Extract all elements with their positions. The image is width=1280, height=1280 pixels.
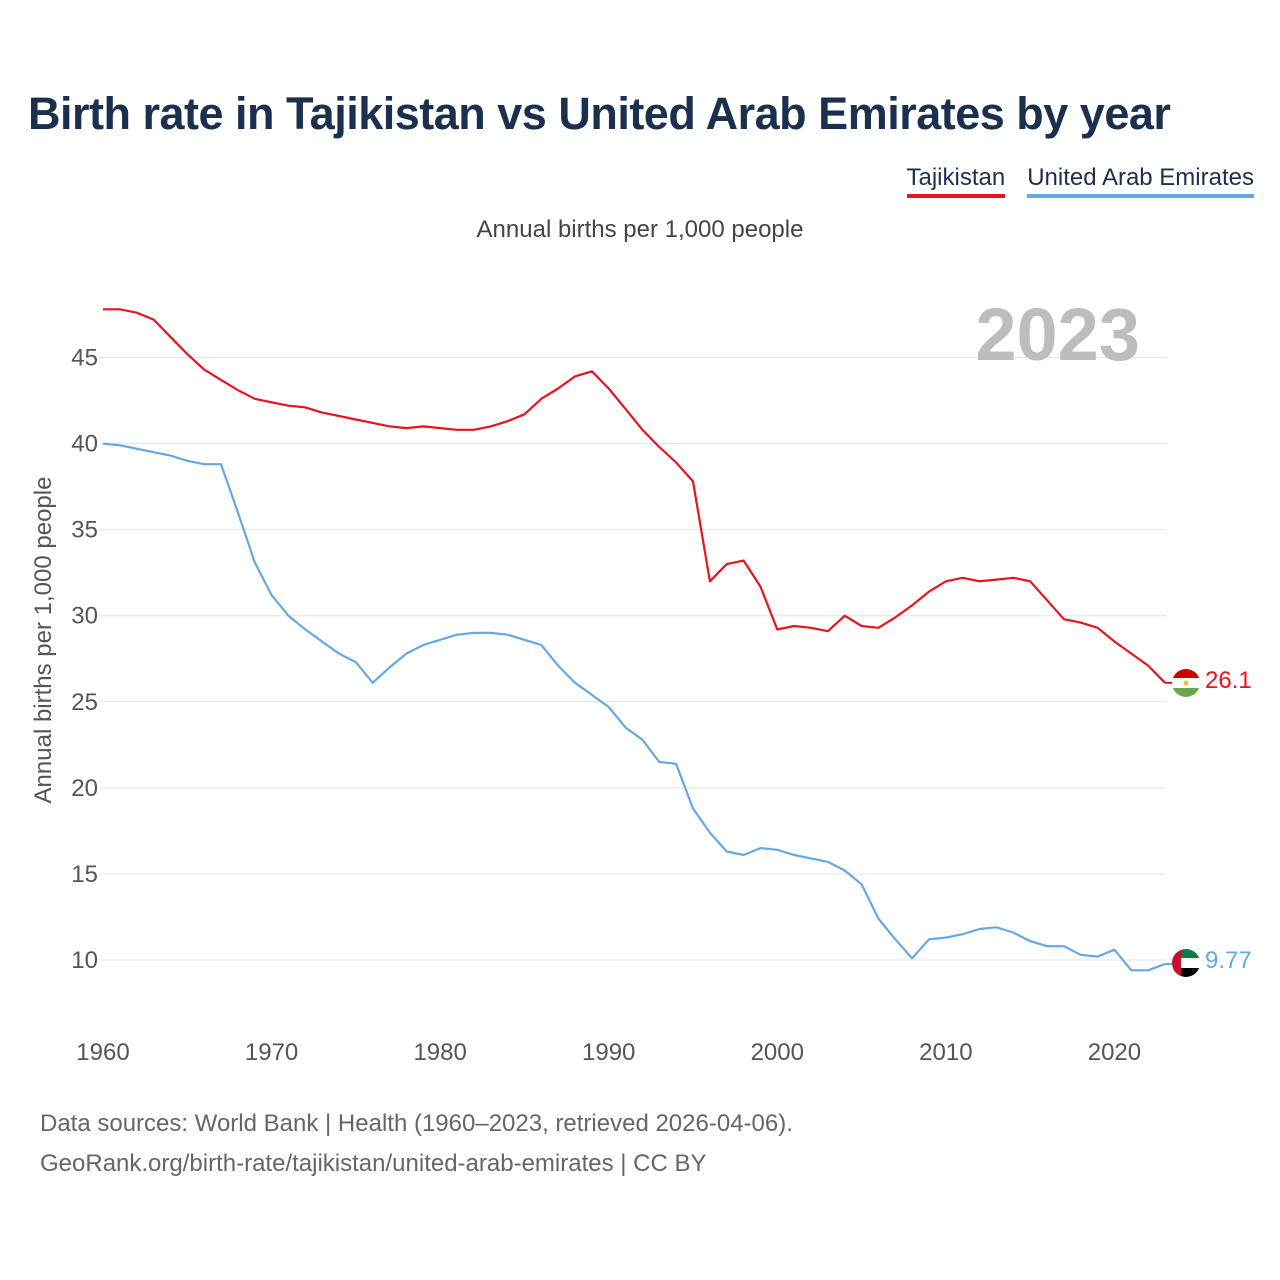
x-tick-label: 1960 [76, 1039, 129, 1066]
y-tick-label: 10 [71, 947, 98, 974]
y-tick-label: 20 [71, 775, 98, 802]
uae-flag-icon [1172, 949, 1200, 977]
x-axis-ticks: 1960 1970 1980 1990 2000 2010 2020 [76, 1039, 1141, 1066]
legend-item-uae[interactable]: United Arab Emirates [1027, 164, 1254, 198]
y-tick-label: 15 [71, 861, 98, 888]
y-tick-label: 25 [71, 689, 98, 716]
legend: Tajikistan United Arab Emirates [906, 164, 1254, 198]
x-tick-label: 2000 [751, 1039, 804, 1066]
footer-sources: Data sources: World Bank | Health (1960–… [40, 1110, 793, 1137]
y-tick-label: 30 [71, 603, 98, 630]
legend-item-tajikistan[interactable]: Tajikistan [906, 164, 1006, 198]
uae-end-value: 9.77 [1205, 947, 1252, 974]
series-line-tajikistan [103, 308, 1166, 684]
y-tick-label: 40 [71, 431, 98, 458]
y-axis-label: Annual births per 1,000 people [30, 477, 57, 804]
chart-title: Birth rate in Tajikistan vs United Arab … [28, 88, 1171, 139]
x-tick-label: 2010 [919, 1039, 972, 1066]
chart-subtitle: Annual births per 1,000 people [476, 216, 804, 243]
x-tick-label: 1990 [582, 1039, 635, 1066]
y-tick-label: 35 [71, 517, 98, 544]
y-axis-ticks: 10 15 20 25 30 35 40 45 [71, 345, 98, 975]
x-tick-label: 1980 [413, 1039, 466, 1066]
footer-url: GeoRank.org/birth-rate/tajikistan/united… [40, 1150, 707, 1177]
series-line-uae [102, 442, 1166, 972]
x-tick-label: 1970 [245, 1039, 298, 1066]
year-watermark: 2023 [975, 293, 1140, 376]
tajikistan-end-value: 26.1 [1205, 667, 1252, 694]
grid-lines [100, 357, 1166, 961]
x-tick-label: 2020 [1088, 1039, 1141, 1066]
tajikistan-flag-icon [1172, 669, 1200, 697]
footer: Data sources: World Bank | Health (1960–… [40, 1104, 793, 1184]
y-tick-label: 45 [71, 345, 98, 372]
